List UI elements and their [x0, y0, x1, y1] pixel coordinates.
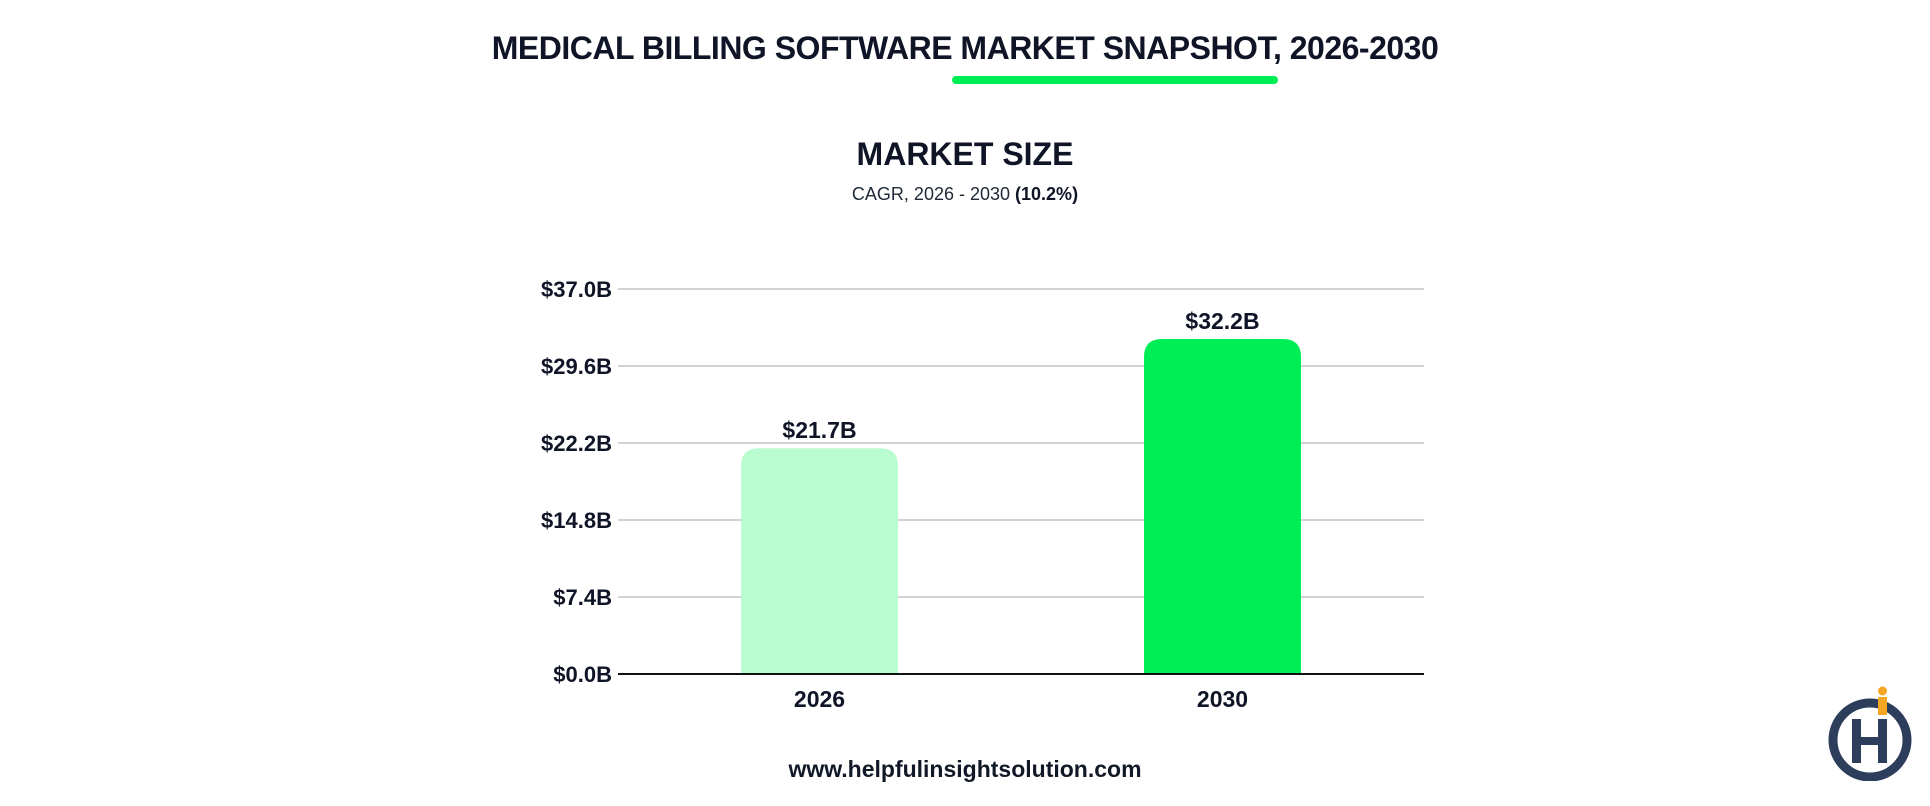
- company-logo-icon: [1828, 686, 1912, 781]
- bar: [741, 448, 898, 674]
- y-tick-label: $7.4B: [553, 585, 612, 610]
- bar: [1144, 338, 1301, 674]
- y-tick-label: $0.0B: [553, 662, 612, 687]
- chart-title: MARKET SIZE: [856, 136, 1074, 172]
- cagr-value: (10.2%): [1015, 184, 1079, 204]
- y-tick-label: $22.2B: [541, 431, 612, 456]
- bar-value-label: $21.7B: [782, 417, 856, 443]
- x-tick-label: 2026: [794, 686, 845, 712]
- y-tick-label: $14.8B: [541, 508, 612, 533]
- cagr-label: CAGR, 2026 - 2030: [851, 184, 1011, 204]
- footer-website-url: www.helpfulinsightsolution.com: [788, 756, 1142, 782]
- page-title: MEDICAL BILLING SOFTWARE MARKET SNAPSHOT…: [491, 30, 1439, 66]
- y-tick-label: $37.0B: [541, 277, 612, 302]
- title-underline-accent: [952, 76, 1278, 84]
- bar-value-label: $32.2B: [1185, 308, 1259, 334]
- chart-subtitle: CAGR, 2026 - 2030 (10.2%): [0, 184, 1930, 205]
- y-tick-label: $29.6B: [541, 354, 612, 379]
- x-tick-label: 2030: [1197, 686, 1248, 712]
